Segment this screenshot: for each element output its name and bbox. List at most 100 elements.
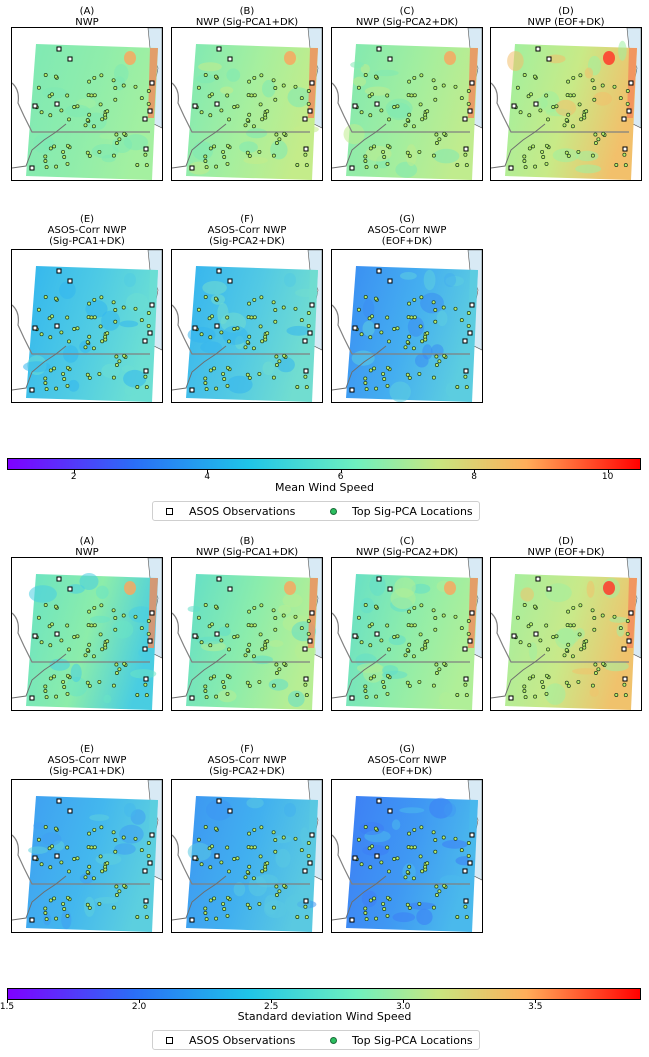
sigpca-marker — [91, 346, 96, 351]
state-border — [172, 304, 310, 355]
sigpca-marker — [114, 671, 119, 675]
sigpca-marker — [65, 623, 70, 628]
colorbar-tick — [607, 470, 609, 473]
asos-marker — [214, 631, 220, 637]
asos-marker — [302, 868, 308, 874]
field-blob — [264, 894, 278, 915]
sigpca-marker — [61, 371, 66, 376]
asos-marker — [467, 330, 473, 336]
sigpca-marker — [405, 902, 410, 907]
sigpca-marker — [232, 105, 237, 109]
sigpca-marker — [306, 619, 311, 623]
sigpca-marker — [623, 163, 628, 168]
sigpca-marker — [133, 306, 138, 311]
sigpca-marker — [379, 330, 384, 335]
field-blob — [391, 819, 401, 830]
sigpca-marker — [523, 165, 528, 170]
sigpca-marker — [235, 634, 240, 639]
sigpca-marker — [83, 345, 88, 350]
sigpca-marker — [59, 330, 64, 335]
sigpca-marker — [532, 74, 537, 79]
sigpca-marker — [243, 123, 248, 128]
field-blob — [589, 687, 599, 697]
asos-marker — [352, 855, 358, 861]
field-blob — [350, 61, 364, 69]
sigpca-marker — [295, 915, 300, 919]
sigpca-marker — [92, 605, 97, 610]
colorbar-tick — [7, 1000, 8, 1003]
field-blob — [79, 573, 99, 590]
sigpca-marker — [252, 845, 257, 850]
sigpca-marker — [407, 683, 412, 688]
panel-title-line: NWP (Sig-PCA1+DK) — [195, 17, 299, 28]
sigpca-marker — [247, 334, 252, 339]
sigpca-marker — [85, 118, 90, 123]
sigpca-marker — [221, 371, 226, 376]
field-blob — [603, 661, 629, 672]
sigpca-marker — [571, 623, 576, 628]
sigpca-marker — [277, 359, 282, 364]
sigpca-marker — [212, 674, 217, 679]
field-blob — [85, 112, 107, 131]
panel-title: (G) ASOS-Corr NWP (EOF+DK) — [327, 214, 487, 247]
asos-marker — [374, 631, 380, 637]
sigpca-marker — [92, 623, 97, 628]
sigpca-marker — [36, 837, 41, 842]
sigpca-marker — [210, 314, 214, 319]
sigpca-marker — [43, 906, 48, 911]
sigpca-marker — [92, 297, 97, 302]
sigpca-marker — [407, 112, 412, 117]
sigpca-marker — [114, 662, 119, 667]
sigpca-marker — [395, 104, 400, 109]
sigpca-marker — [441, 613, 446, 618]
sigpca-marker — [62, 377, 67, 381]
sigpca-marker — [97, 149, 102, 154]
sigpca-marker — [87, 301, 92, 306]
river-border — [172, 653, 227, 699]
sigpca-marker — [259, 73, 264, 78]
sigpca-marker — [105, 331, 110, 336]
sigpca-marker — [405, 648, 410, 653]
asos-marker — [352, 103, 358, 109]
sigpca-marker — [466, 619, 471, 623]
sigpca-marker — [363, 159, 368, 163]
sigpca-marker — [114, 893, 119, 897]
sigpca-marker — [464, 385, 469, 390]
sigpca-marker — [368, 113, 373, 118]
sigpca-marker — [405, 340, 410, 345]
sigpca-marker — [117, 889, 122, 894]
state-border — [12, 612, 150, 663]
sigpca-marker — [434, 662, 439, 667]
sigpca-marker — [363, 684, 368, 689]
sigpca-marker — [592, 86, 597, 90]
sigpca-marker — [592, 627, 597, 632]
sigpca-marker — [65, 673, 70, 678]
sigpca-marker — [54, 916, 59, 921]
sigpca-marker — [257, 149, 262, 154]
sigpca-marker — [247, 609, 252, 614]
state-border — [332, 612, 470, 663]
sigpca-marker — [252, 297, 257, 302]
field-blob — [575, 150, 599, 162]
sigpca-marker — [87, 683, 92, 688]
sigpca-marker — [235, 856, 240, 861]
sigpca-marker — [541, 685, 546, 689]
panel-title-line: ASOS-Corr NWP — [207, 225, 287, 236]
asos-marker — [511, 103, 517, 109]
sigpca-marker — [299, 626, 304, 631]
sigpca-marker — [527, 113, 532, 118]
field-blob — [618, 40, 627, 61]
field-blob — [545, 583, 572, 603]
sigpca-marker — [433, 97, 438, 102]
panel-title: (E) ASOS-Corr NWP (Sig-PCA1+DK) — [7, 744, 167, 777]
river-border — [12, 345, 67, 391]
asos-marker — [626, 108, 632, 114]
panel-title: (A) NWP — [7, 6, 167, 28]
sigpca-marker — [306, 323, 311, 328]
asos-marker — [622, 146, 628, 152]
sigpca-marker — [541, 155, 546, 159]
sigpca-marker — [146, 89, 151, 93]
sigpca-marker — [564, 680, 569, 685]
colorbar-tick-label: 10 — [601, 472, 614, 482]
sigpca-marker — [363, 689, 368, 693]
